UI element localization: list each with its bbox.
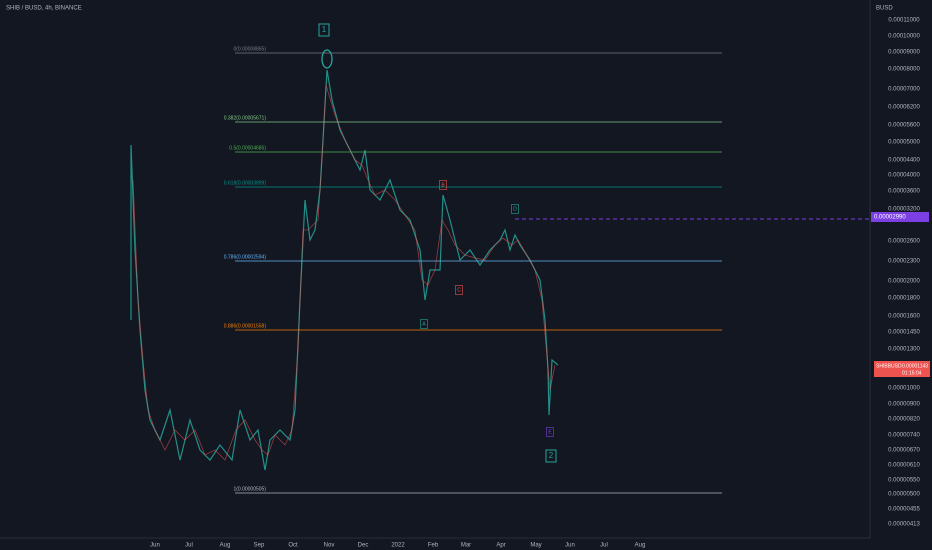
price-label: 0.00000900	[888, 402, 920, 408]
price-label: 0.00001450	[888, 330, 920, 336]
price-label: 0.00000413	[888, 522, 920, 528]
wave-label: 2	[549, 451, 554, 460]
price-label: 0.00003600	[888, 189, 920, 195]
last-price-symbol: SHIBBUSD	[876, 363, 902, 369]
time-label: Mar	[461, 543, 471, 549]
price-label: 0.00001800	[888, 296, 920, 302]
fib-label: 1(0.00000505)	[233, 486, 266, 492]
wave-label: A	[422, 321, 426, 327]
price-label: 0.00005000	[888, 140, 920, 146]
time-label: Apr	[496, 543, 505, 549]
price-label: 0.00006200	[888, 105, 920, 111]
fib-label: 0(0.00008865)	[233, 46, 266, 52]
price-label: 0.00002300	[888, 259, 920, 265]
wave-label: C	[457, 287, 461, 293]
fib-label: 0.786(0.00002594)	[224, 254, 267, 260]
wave-box	[318, 23, 330, 37]
wave-label: D	[513, 206, 517, 212]
wave-box	[511, 204, 519, 214]
time-label: Dec	[358, 543, 369, 549]
price-label: 0.00003200	[888, 207, 920, 213]
marker-price: 0.00002990	[874, 215, 906, 221]
countdown: 01:15:04	[902, 370, 922, 376]
time-label: Sep	[254, 543, 265, 549]
price-label: 0.00000740	[888, 433, 920, 439]
price-label: 0.00008000	[888, 67, 920, 73]
price-label: 0.00004000	[888, 173, 920, 179]
price-label: 0.00001600	[888, 314, 920, 320]
price-label: 0.00000610	[888, 463, 920, 469]
price-label: 0.00004400	[888, 158, 920, 164]
top-circle	[321, 49, 333, 69]
wave-label: B	[441, 182, 445, 188]
time-label: Nov	[324, 543, 335, 549]
currency: BUSD	[876, 6, 893, 12]
marker-price-tag	[871, 212, 929, 222]
price-action	[132, 84, 556, 461]
last-price-tag	[874, 361, 930, 377]
time-label: Jul	[185, 543, 193, 549]
time-label: Feb	[428, 543, 439, 549]
time-label: Oct	[288, 543, 298, 549]
price-label: 0.00000500	[888, 492, 920, 498]
wave-box	[545, 449, 557, 463]
price-label: 0.00010000	[888, 34, 920, 40]
wave-label: 1	[322, 25, 327, 34]
price-label: 0.00000820	[888, 417, 920, 423]
price-label: 0.00005600	[888, 123, 920, 129]
time-label: 2022	[391, 543, 405, 549]
time-label: Jun	[150, 543, 160, 549]
fib-label: 0.382(0.00005671)	[224, 115, 267, 121]
wave-box	[455, 285, 463, 295]
time-label: May	[530, 543, 541, 549]
wave-box	[546, 427, 554, 437]
price-label: 0.00007000	[888, 87, 920, 93]
time-label: Jul	[600, 543, 608, 549]
fib-label: 0.886(0.00001558)	[224, 323, 267, 329]
price-action	[130, 69, 559, 471]
time-label: Jun	[565, 543, 575, 549]
price-label: 0.00002600	[888, 239, 920, 245]
wave-box	[420, 319, 428, 329]
price-label: 0.00001300	[888, 347, 920, 353]
price-label: 0.00001000	[888, 386, 920, 392]
price-label: 0.00000455	[888, 507, 920, 513]
price-label: 0.00011000	[888, 18, 920, 24]
fib-label: 0.618(0.00003899)	[224, 180, 267, 186]
time-label: Aug	[220, 543, 231, 549]
wave-label: E	[548, 429, 552, 435]
wave-box	[439, 180, 447, 190]
time-label: Aug	[635, 543, 646, 549]
price-label: 0.00000670	[888, 448, 920, 454]
price-label: 0.00002000	[888, 279, 920, 285]
price-label: 0.00009000	[888, 50, 920, 56]
last-price: 0.00001143	[902, 363, 928, 369]
price-label: 0.00000550	[888, 478, 920, 484]
symbol-title: SHIB / BUSD, 4h, BINANCE	[6, 6, 82, 12]
fib-label: 0.5(0.00004685)	[229, 145, 266, 151]
